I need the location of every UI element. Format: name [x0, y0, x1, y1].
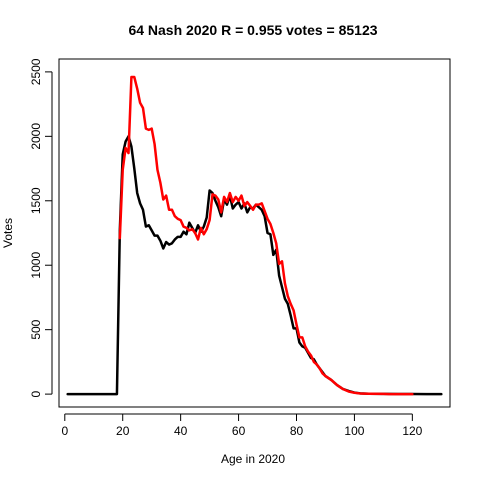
- y-tick-label: 0: [29, 390, 43, 397]
- x-axis-label: Age in 2020: [221, 452, 285, 466]
- y-tick-label: 2000: [29, 123, 43, 150]
- x-tick-label: 100: [344, 424, 364, 438]
- y-tick-label: 1500: [29, 187, 43, 214]
- series-layer: [66, 75, 443, 396]
- y-tick-label: 500: [29, 319, 43, 339]
- x-tick-label: 0: [61, 424, 68, 438]
- x-tick-label: 40: [174, 424, 188, 438]
- y-tick-label: 2500: [29, 58, 43, 85]
- y-tick-label: 1000: [29, 252, 43, 279]
- x-axis: 0 20 40 60 80 100 120: [61, 413, 423, 438]
- plot-frame: [58, 58, 451, 408]
- chart-title: 64 Nash 2020 R = 0.955 votes = 85123: [128, 22, 377, 38]
- x-tick-label: 20: [116, 424, 130, 438]
- y-axis-label: Votes: [1, 218, 15, 248]
- x-tick-label: 120: [402, 424, 422, 438]
- x-tick-label: 60: [232, 424, 246, 438]
- x-tick-label: 80: [290, 424, 304, 438]
- series-line-2: [118, 75, 414, 396]
- y-axis: 0 500 1000 1500 2000 2500: [29, 58, 53, 397]
